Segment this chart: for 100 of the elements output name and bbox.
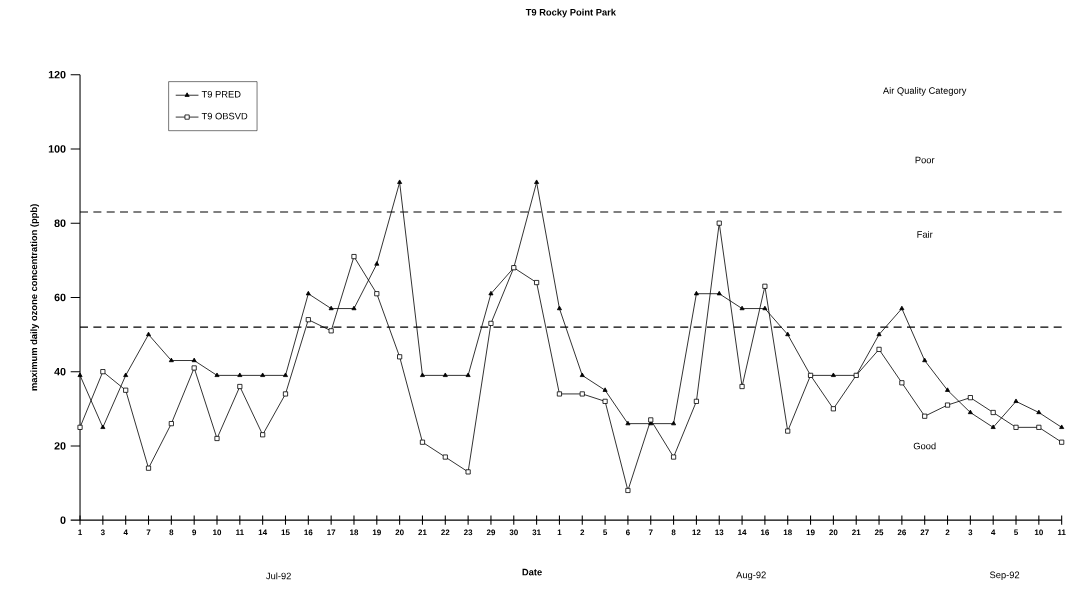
x-tick-label: 15 [281, 529, 290, 536]
point [716, 220, 722, 226]
point [488, 321, 494, 327]
point [397, 354, 403, 360]
point [1013, 398, 1019, 404]
annotation: Poor [915, 157, 935, 164]
point [785, 428, 791, 434]
x-tick-label: 9 [192, 529, 197, 536]
x-tick-label: 5 [1014, 529, 1019, 536]
point [442, 372, 448, 378]
x-tick-label: 16 [760, 529, 770, 536]
x-tick-label: 6 [625, 529, 630, 536]
point [123, 387, 129, 393]
point [351, 305, 357, 311]
point [168, 357, 174, 363]
point [556, 305, 562, 311]
x-tick-label: 2 [945, 529, 950, 536]
point [625, 488, 631, 494]
point [397, 179, 403, 185]
point [146, 331, 151, 337]
point [1036, 409, 1042, 415]
x-tick-label: 13 [715, 529, 724, 536]
x-tick-label: 20 [829, 529, 838, 536]
annotation: Fair [917, 231, 933, 238]
x-tick-label: 11 [236, 529, 244, 536]
x-tick-label: 3 [968, 529, 973, 536]
x-tick-label: 20 [395, 529, 404, 536]
point [876, 331, 882, 337]
point [990, 424, 996, 430]
x-tick-label: 10 [1034, 529, 1043, 536]
point [785, 331, 791, 337]
point [579, 372, 585, 378]
x-tick-label: 25 [874, 529, 884, 536]
point [944, 402, 951, 408]
x-tick-label: 29 [486, 529, 496, 536]
point [214, 372, 220, 378]
point [374, 291, 380, 297]
point [671, 421, 677, 426]
point [1059, 424, 1065, 430]
point [260, 372, 266, 378]
point [351, 254, 357, 260]
point [762, 283, 768, 290]
point [442, 454, 448, 460]
y-tick-label: 40 [54, 368, 66, 376]
text: Jul-92 [266, 572, 291, 580]
point [328, 305, 334, 311]
x-tick-label: 17 [327, 529, 336, 536]
point [876, 347, 882, 353]
point [191, 365, 197, 371]
x-tick-label: 26 [897, 529, 907, 536]
point [100, 424, 106, 430]
x-tick-label: 27 [920, 529, 929, 536]
point [328, 328, 334, 334]
point [945, 387, 951, 393]
point [739, 384, 745, 390]
x-tick-label: 3 [100, 529, 105, 536]
point [465, 372, 471, 378]
point [1036, 425, 1042, 431]
x-tick-label: 7 [146, 529, 151, 536]
point [693, 291, 699, 296]
point [967, 395, 973, 401]
x-tick-label: 4 [123, 529, 128, 536]
x-tick-label: 1 [557, 529, 562, 536]
point [899, 305, 905, 311]
x-tick-label: 22 [441, 529, 450, 536]
point [602, 387, 608, 393]
point [671, 454, 677, 460]
point [739, 305, 745, 311]
point [145, 465, 152, 471]
x-tick-label: 23 [463, 529, 473, 536]
point [1059, 439, 1065, 445]
point [830, 372, 836, 378]
point [168, 421, 174, 427]
text: Aug-92 [736, 571, 766, 581]
y-tick-label: 100 [48, 145, 66, 153]
legend-label: T9 OBSVD [201, 113, 248, 120]
point [305, 317, 311, 323]
x-tick-label: 10 [213, 529, 222, 536]
x-tick-label: 7 [648, 529, 653, 536]
x-tick-label: 5 [603, 529, 608, 536]
point [77, 372, 83, 378]
point [283, 372, 288, 378]
x-tick-label: 11 [1057, 529, 1066, 536]
point [214, 436, 220, 442]
text: Sep-92 [989, 571, 1020, 581]
point [260, 432, 266, 438]
y-tick-label: 60 [54, 293, 66, 302]
point [282, 391, 289, 397]
y-tick-label: 80 [54, 219, 66, 228]
point [237, 384, 243, 390]
point [922, 357, 928, 363]
point [830, 406, 836, 412]
point [899, 380, 905, 386]
point [77, 425, 83, 431]
point [100, 369, 106, 375]
x-tick-label: 31 [532, 529, 541, 536]
point [648, 417, 654, 423]
x-tick-label: 18 [783, 529, 792, 536]
legend-label: T9 PRED [201, 91, 241, 98]
y-tick-label: 20 [54, 442, 66, 450]
